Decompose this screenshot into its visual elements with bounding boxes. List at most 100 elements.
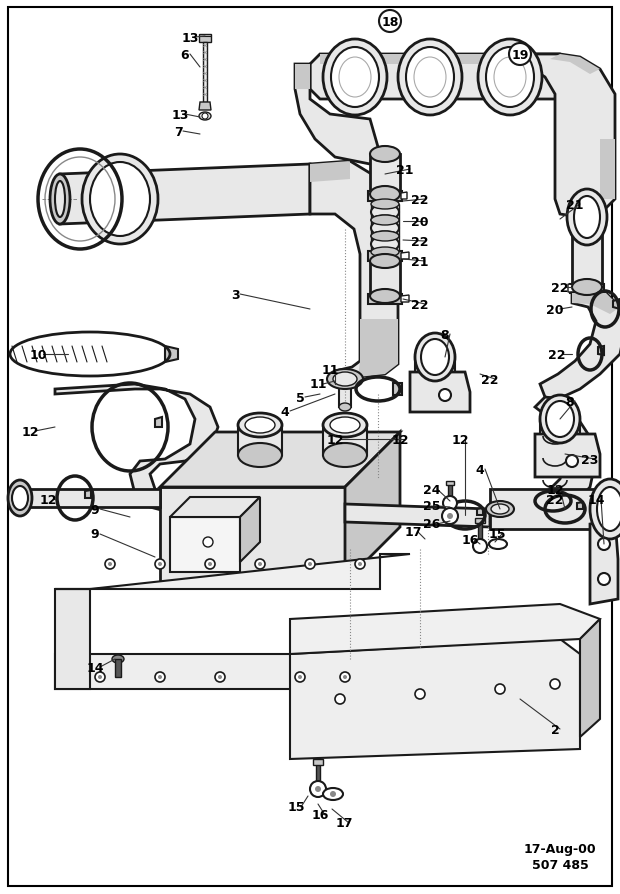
Ellipse shape [486, 502, 514, 518]
Bar [115, 659, 121, 678]
Polygon shape [572, 293, 620, 315]
Polygon shape [477, 509, 483, 516]
Ellipse shape [327, 369, 363, 390]
Text: 22: 22 [481, 373, 498, 386]
Ellipse shape [540, 395, 580, 443]
Text: 13: 13 [181, 31, 198, 45]
Polygon shape [20, 489, 160, 508]
Text: 10: 10 [29, 348, 46, 361]
Ellipse shape [486, 48, 534, 108]
Text: 12: 12 [391, 433, 409, 446]
Bar [160, 487, 345, 582]
Circle shape [495, 684, 505, 695]
Ellipse shape [331, 48, 379, 108]
Text: 19: 19 [512, 48, 529, 62]
Bar [368, 252, 402, 262]
Text: 13: 13 [171, 108, 188, 122]
Bar [313, 759, 323, 765]
Circle shape [442, 509, 458, 525]
Polygon shape [310, 162, 350, 182]
Bar [371, 221, 399, 237]
Polygon shape [60, 164, 310, 224]
Ellipse shape [398, 40, 462, 116]
Polygon shape [580, 620, 600, 738]
Text: 21: 21 [396, 164, 414, 176]
Bar [323, 426, 367, 455]
Polygon shape [568, 284, 575, 292]
Text: 8: 8 [441, 328, 450, 342]
Polygon shape [345, 433, 400, 582]
Text: 507 485: 507 485 [531, 858, 588, 872]
Ellipse shape [371, 199, 399, 210]
Text: 24: 24 [423, 483, 441, 496]
Polygon shape [520, 55, 615, 218]
Ellipse shape [238, 414, 282, 437]
Bar [170, 518, 240, 572]
Text: 12: 12 [39, 493, 57, 506]
Polygon shape [310, 162, 398, 377]
Text: 22: 22 [551, 282, 569, 294]
Text: 15: 15 [489, 528, 506, 541]
Bar [448, 484, 452, 497]
Ellipse shape [371, 205, 399, 221]
Text: 20: 20 [411, 215, 429, 228]
Text: 4: 4 [476, 463, 484, 476]
Ellipse shape [370, 147, 400, 163]
Ellipse shape [371, 221, 399, 237]
Text: 22: 22 [546, 493, 564, 506]
Text: 14: 14 [587, 493, 604, 506]
Circle shape [305, 560, 315, 569]
Circle shape [379, 11, 401, 33]
Polygon shape [155, 417, 162, 427]
Polygon shape [160, 433, 400, 487]
Text: 12: 12 [546, 483, 564, 496]
Bar [478, 522, 482, 540]
Polygon shape [401, 253, 409, 260]
Polygon shape [170, 497, 260, 518]
Text: 7: 7 [174, 125, 182, 139]
Bar [203, 43, 207, 103]
Polygon shape [290, 639, 580, 759]
Circle shape [208, 562, 212, 567]
Circle shape [566, 455, 578, 468]
Polygon shape [55, 554, 410, 589]
Ellipse shape [55, 181, 65, 218]
Text: 6: 6 [180, 48, 189, 62]
Circle shape [255, 560, 265, 569]
Text: 12: 12 [451, 433, 469, 446]
Bar [446, 482, 454, 485]
Circle shape [340, 672, 350, 682]
Circle shape [358, 562, 362, 567]
Text: 16: 16 [461, 534, 479, 547]
Text: 3: 3 [231, 288, 239, 301]
Ellipse shape [567, 190, 607, 246]
Ellipse shape [323, 414, 367, 437]
Ellipse shape [370, 290, 400, 304]
Circle shape [335, 695, 345, 704]
Ellipse shape [333, 373, 357, 386]
Polygon shape [55, 589, 90, 689]
Ellipse shape [371, 248, 399, 257]
Text: 22: 22 [411, 193, 429, 207]
Text: 9: 9 [91, 528, 99, 541]
Circle shape [355, 560, 365, 569]
Polygon shape [535, 398, 595, 511]
Bar [368, 295, 402, 305]
Circle shape [330, 791, 336, 797]
Text: 25: 25 [423, 500, 441, 513]
Ellipse shape [323, 40, 387, 116]
Circle shape [298, 675, 302, 679]
Polygon shape [535, 434, 600, 477]
Circle shape [315, 786, 321, 792]
Text: 21: 21 [411, 255, 429, 268]
Text: 5: 5 [296, 391, 304, 404]
Ellipse shape [478, 40, 542, 116]
Polygon shape [115, 192, 128, 207]
Ellipse shape [12, 486, 28, 510]
Bar [371, 237, 399, 253]
Text: 26: 26 [423, 518, 441, 531]
Polygon shape [490, 489, 620, 529]
Circle shape [215, 672, 225, 682]
Circle shape [155, 672, 165, 682]
Circle shape [308, 562, 312, 567]
